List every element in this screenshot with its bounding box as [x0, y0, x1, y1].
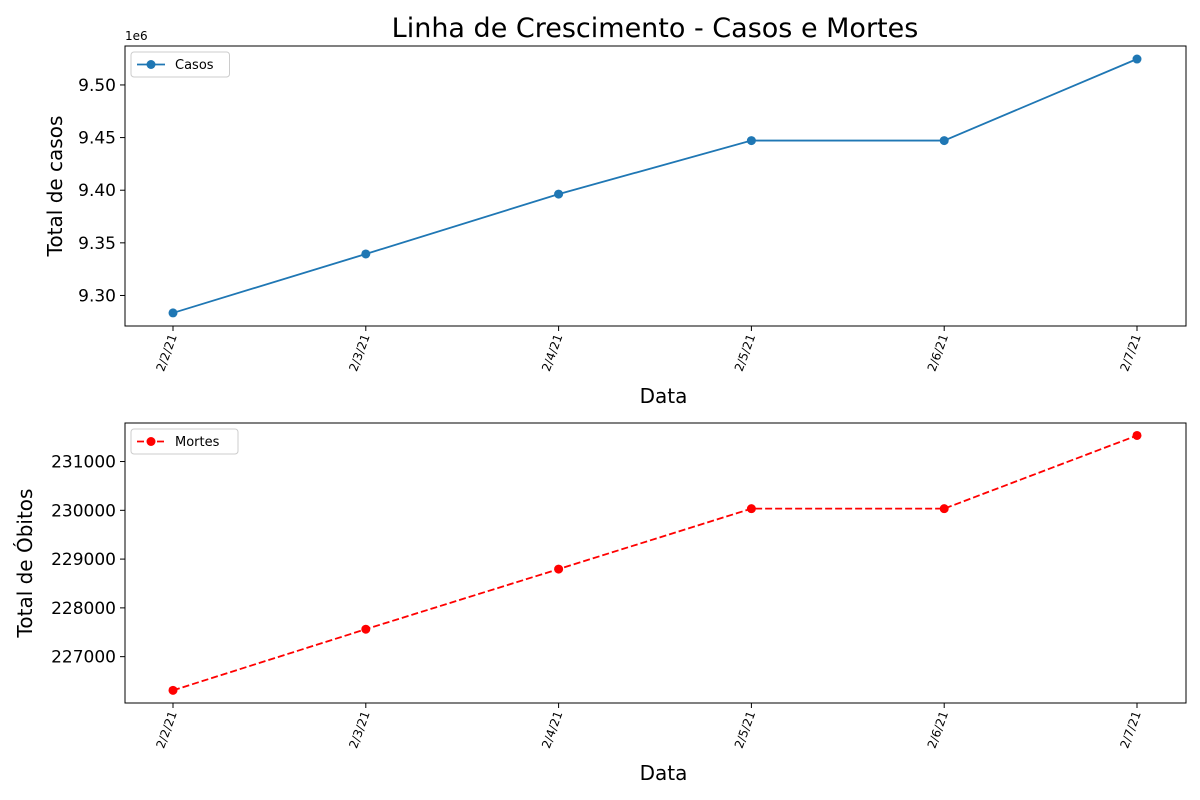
legend-swatch-marker [146, 437, 156, 446]
y-tick-label: 9.45 [78, 129, 116, 149]
data-point-casos [1132, 54, 1142, 64]
chart-title: Linha de Crescimento - Casos e Mortes [392, 13, 919, 44]
data-point-casos [939, 136, 949, 146]
legend-box [130, 428, 239, 455]
legend-box [130, 51, 230, 78]
x-tick-label: 2/6/21 [925, 332, 951, 373]
data-point-mortes [361, 624, 371, 634]
cases-chart-panel: 9.30 9.35 9.40 9.45 9.50 1e6 2/2/21 2/3/21 2/4/2… [43, 29, 1187, 408]
data-point-casos [746, 136, 756, 146]
x-tick-label: 2/7/21 [1117, 709, 1143, 750]
data-point-casos [554, 189, 564, 199]
y-tick-label: 9.30 [78, 286, 116, 306]
x-tick-label: 2/2/21 [153, 332, 179, 373]
data-point-mortes [554, 564, 564, 574]
legend-swatch-marker [146, 60, 156, 69]
y-tick-label: 229000 [51, 550, 116, 570]
deaths-chart-panel: 227000 228000 229000 230000 231000 2/2/21 2/3/… [13, 422, 1187, 785]
x-axis-label: Data [640, 384, 688, 408]
x-tick-label: 2/3/21 [346, 709, 372, 750]
y-axis-label: Total de casos [43, 116, 67, 258]
y-tick-label: 9.50 [78, 76, 116, 96]
legend-label: Mortes [175, 435, 220, 450]
x-tick-label: 2/7/21 [1117, 332, 1143, 373]
x-tick-label: 2/4/21 [539, 709, 565, 750]
x-axis-label: Data [640, 761, 688, 785]
legend: Casos [130, 51, 230, 78]
data-point-casos [361, 249, 371, 259]
y-tick-label: 230000 [51, 501, 116, 521]
x-tick-label: 2/5/21 [732, 332, 758, 373]
data-point-mortes [1132, 430, 1142, 440]
data-point-mortes [168, 685, 178, 695]
data-point-casos [168, 308, 178, 318]
y-tick-label: 9.35 [78, 234, 116, 254]
legend: Mortes [130, 428, 239, 455]
y-tick-label: 231000 [51, 453, 116, 473]
y-axis-label: Total de Óbitos [13, 489, 37, 639]
x-tick-label: 2/6/21 [925, 709, 951, 750]
legend-label: Casos [175, 58, 214, 73]
data-point-mortes [939, 504, 949, 514]
plot-area-frame [124, 45, 1187, 327]
y-tick-label: 227000 [51, 648, 116, 668]
x-tick-label: 2/2/21 [153, 709, 179, 750]
series-line-casos [172, 58, 1138, 314]
series-line-mortes [172, 434, 1138, 692]
y-tick-label: 9.40 [78, 181, 116, 201]
y-tick-label: 228000 [51, 599, 116, 619]
y-axis-offset-label: 1e6 [125, 29, 148, 43]
data-point-mortes [746, 504, 756, 514]
x-tick-label: 2/3/21 [346, 332, 372, 373]
x-tick-label: 2/4/21 [539, 332, 565, 373]
plot-area-frame [124, 422, 1187, 704]
x-tick-label: 2/5/21 [732, 709, 758, 750]
